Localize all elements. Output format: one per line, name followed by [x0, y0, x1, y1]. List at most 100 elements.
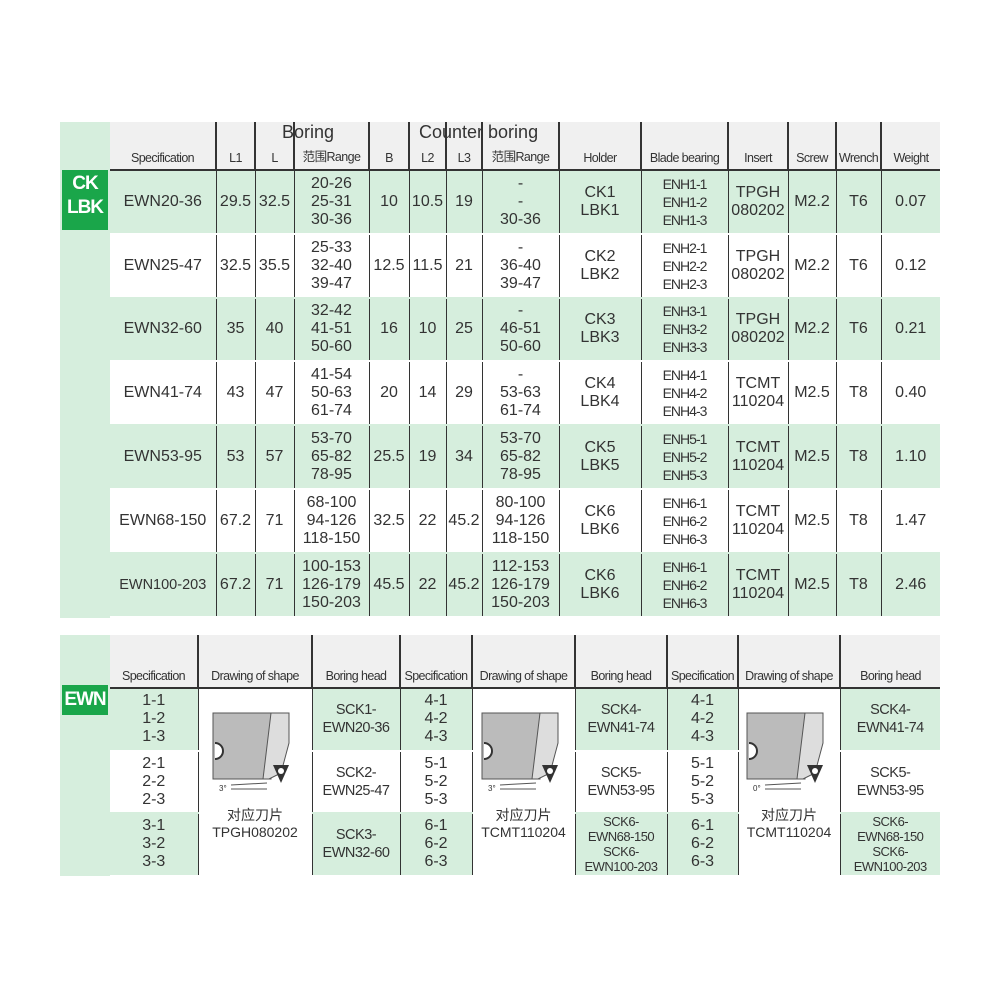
cell-line: LBK5: [580, 457, 620, 475]
cell-line: ENH6-1: [662, 494, 708, 511]
cell-l1: 67.2: [215, 552, 255, 618]
column-header: Specification: [110, 122, 216, 171]
cell-b: 25.5: [368, 425, 409, 490]
cell-blade: ENH6-1 ENH6-2 ENH6-3: [640, 488, 728, 554]
cell-line: ENH2-3: [662, 275, 708, 292]
shape-drawing: 3° 对应刀片 TPGH080202: [197, 688, 312, 877]
cell-line: CK3: [584, 311, 616, 329]
cell-l3: 25: [445, 297, 482, 363]
cell-line: TCMT: [735, 439, 781, 457]
cell-line: EWN100-203: [853, 859, 928, 875]
column-header: Screw: [787, 122, 836, 171]
cell-line: 2-3: [142, 790, 166, 808]
cell-l2: 10: [408, 297, 446, 363]
cell-line: -: [517, 366, 524, 384]
cell-insert: TCMT 110204: [727, 361, 788, 427]
cell-spec: EWN25-47: [110, 233, 216, 299]
cell-line: ENH1-2: [662, 193, 708, 210]
cell-line: CK5: [584, 439, 616, 457]
cell-line: 61-74: [311, 402, 352, 420]
cell-line: SCK4-: [600, 702, 642, 719]
cell-line: 126-179: [302, 575, 361, 593]
cell-crange: -36-40 39-47: [481, 233, 559, 299]
column-header: Boring head: [839, 635, 940, 689]
cell-line: ENH2-2: [662, 257, 708, 274]
cell-line: 80-100: [495, 493, 546, 511]
cell-weight: 0.12: [880, 233, 940, 299]
cell-spec: EWN68-150: [110, 488, 216, 554]
table-row: EWN68-150 67.2 71 68-100 94-126 118-150 32.5 22…: [110, 488, 940, 554]
cell-range: 53-70 65-82 78-95: [293, 425, 369, 490]
cell-crange: -53-63 61-74: [481, 361, 559, 427]
column-header: Insert: [727, 122, 788, 171]
shape-drawing: 3° 对应刀片 TCMT110204: [471, 688, 575, 877]
cell-line: ENH3-1: [662, 303, 708, 320]
cell-screw: M2.2: [787, 297, 836, 363]
cell-line: 5-1: [424, 754, 448, 772]
boring-head-cell: SCK4- EWN41-74: [839, 688, 940, 752]
cell-l2: 19: [408, 425, 446, 490]
cell-line: TCMT: [735, 566, 781, 584]
svg-text:0°: 0°: [753, 784, 761, 793]
column-header: Weight: [880, 122, 940, 171]
cell-b: 10: [368, 170, 409, 235]
ewn-badge: EWN: [62, 685, 108, 715]
cell-line: EWN53-95: [587, 782, 655, 799]
cell-line: 110204: [731, 584, 785, 602]
cell-line: 20-26: [311, 174, 352, 192]
cell-line: 4-1: [690, 692, 715, 710]
cell-range: 25-33 32-40 39-47: [293, 233, 369, 299]
side-strip: [60, 635, 110, 876]
table-row: 2-1 2-2 2-3 SCK2- EWN25-47 5-1 5-2 5-3 SCK5- EWN5…: [110, 750, 940, 814]
cell-wrench: T8: [835, 552, 881, 618]
cell-line: 6-3: [690, 853, 715, 871]
boring-head-drawing-icon: 0°: [746, 712, 824, 793]
spec-cell: 6-1 6-2 6-3: [399, 813, 472, 877]
cell-line: TPGH: [735, 183, 781, 201]
spec-cell: 1-1 1-2 1-3: [110, 688, 198, 752]
cell-line: EWN32-60: [322, 845, 390, 862]
insert-code: TPGH080202: [212, 824, 298, 840]
cell-line: CK6: [584, 502, 616, 520]
spec-cell: 6-1 6-2 6-3: [666, 813, 738, 877]
cell-l2: 11.5: [408, 233, 446, 299]
cell-screw: M2.5: [787, 361, 836, 427]
cell-line: ENH6-3: [662, 594, 708, 611]
cell-line: 3-3: [142, 853, 166, 871]
cell-line: EWN20-36: [322, 720, 390, 737]
cell-line: 100-153: [302, 557, 361, 575]
cell-b: 16: [368, 297, 409, 363]
cell-line: 53-70: [500, 430, 541, 448]
cell-line: 1-3: [142, 728, 166, 746]
cell-insert: TPGH 080202: [727, 233, 788, 299]
cell-wrench: T6: [835, 170, 881, 235]
cell-l: 71: [254, 488, 294, 554]
cell-line: TCMT: [735, 502, 781, 520]
cell-l1: 32.5: [215, 233, 255, 299]
cell-screw: M2.2: [787, 233, 836, 299]
cell-l: 40: [254, 297, 294, 363]
boring-head-cell: SCK5- EWN53-95: [574, 750, 667, 814]
cell-line: 36-40: [500, 256, 541, 274]
cell-screw: M2.5: [787, 488, 836, 554]
table-row: EWN20-36 29.5 32.5 20-26 25-31 30-36 10 10.5 19-…: [110, 170, 940, 235]
cell-wrench: T8: [835, 425, 881, 490]
insert-code: TCMT110204: [481, 824, 566, 840]
cell-line: 65-82: [311, 448, 352, 466]
cell-line: 65-82: [500, 448, 541, 466]
cell-line: ENH4-1: [662, 367, 708, 384]
ck-lbk-badge: CK LBK: [62, 170, 108, 230]
cell-line: 94-126: [306, 511, 357, 529]
cell-l: 57: [254, 425, 294, 490]
cell-line: -: [517, 192, 524, 210]
cell-line: 112-153: [491, 557, 550, 575]
cell-b: 20: [368, 361, 409, 427]
cell-blade: ENH1-1 ENH1-2 ENH1-3: [640, 170, 728, 235]
column-header: Drawing of shape: [471, 635, 575, 689]
cell-weight: 1.47: [880, 488, 940, 554]
cell-crange: 53-70 65-82 78-95: [481, 425, 559, 490]
column-header: Holder: [558, 122, 641, 171]
table-row: 3-1 3-2 3-3 SCK3- EWN32-60 6-1 6-2 6-3 SCK6- EWN6…: [110, 813, 940, 877]
cell-line: ENH5-1: [662, 431, 708, 448]
column-header: Boring head: [574, 635, 667, 689]
